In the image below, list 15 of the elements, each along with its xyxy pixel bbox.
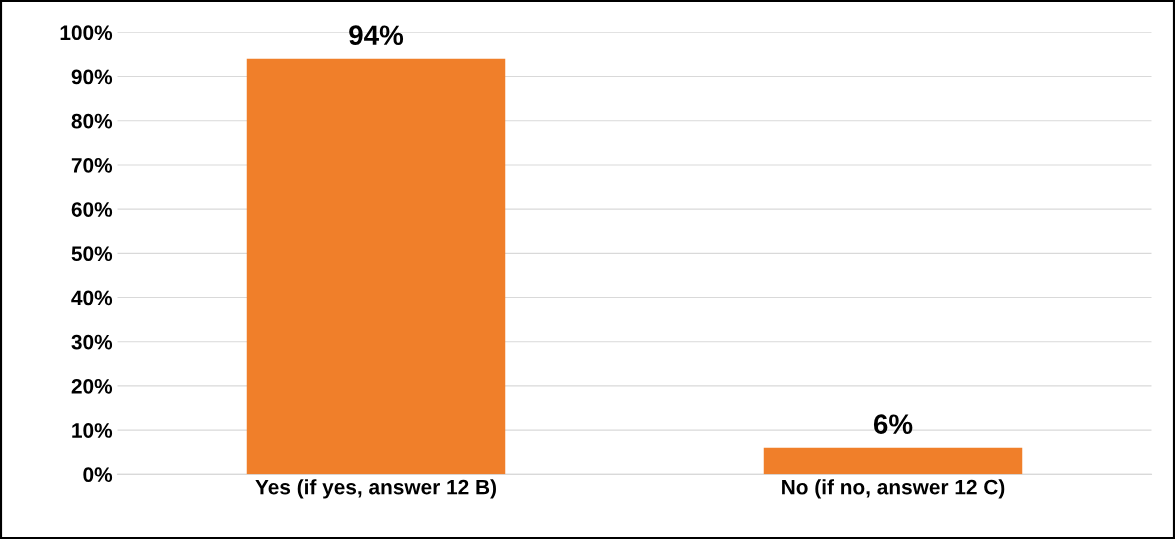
y-tick-label: 20% xyxy=(71,378,113,394)
y-tick-label: 10% xyxy=(72,423,113,438)
y-tick-label: 70% xyxy=(71,157,113,173)
x-tick-label: Yes (if yes, answer 12 B) xyxy=(255,479,496,499)
y-tick-label: 30% xyxy=(71,334,113,350)
data-label: 94% xyxy=(349,25,404,46)
y-tick-label: 50% xyxy=(71,246,113,262)
y-tick-label: 60% xyxy=(71,202,113,217)
y-tick-label: 0% xyxy=(83,467,113,483)
y-tick-label: 100% xyxy=(60,25,113,41)
x-tick-label: No (if no, answer 12 C) xyxy=(782,479,1005,499)
data-label: 6% xyxy=(873,414,913,434)
y-tick-label: 40% xyxy=(71,290,113,306)
y-tick-label: 80% xyxy=(71,113,113,129)
y-tick-label: 90% xyxy=(71,69,113,85)
